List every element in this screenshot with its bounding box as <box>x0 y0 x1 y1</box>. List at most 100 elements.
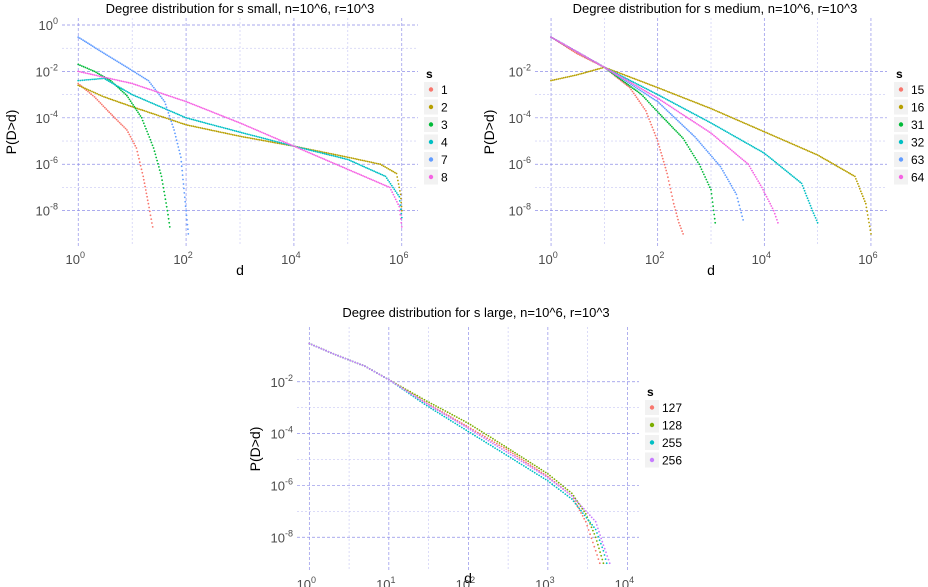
data-point <box>145 87 148 90</box>
data-point <box>321 152 324 155</box>
data-point <box>602 549 605 552</box>
data-point <box>611 71 614 73</box>
data-point <box>454 422 457 425</box>
data-point <box>167 118 170 120</box>
data-point <box>250 127 253 129</box>
data-point <box>284 141 287 144</box>
data-point <box>441 414 443 417</box>
data-point <box>814 217 817 219</box>
data-point <box>694 121 697 124</box>
data-point <box>672 102 675 105</box>
data-point <box>109 112 112 115</box>
data-point <box>713 217 716 220</box>
data-point <box>630 76 632 79</box>
data-point <box>269 141 272 143</box>
data-point <box>594 68 597 71</box>
data-point <box>372 161 374 164</box>
data-point <box>350 157 353 159</box>
data-point <box>104 96 107 99</box>
data-point <box>360 174 363 177</box>
data-point <box>309 152 312 155</box>
data-point <box>258 139 261 141</box>
data-point <box>722 169 724 172</box>
data-point <box>358 163 361 166</box>
legend-key <box>898 122 904 127</box>
data-point <box>329 154 331 157</box>
data-point <box>400 201 403 204</box>
data-point <box>120 123 122 125</box>
data-point <box>667 104 670 107</box>
data-point <box>492 437 494 440</box>
data-point <box>173 111 176 114</box>
data-point <box>855 178 857 180</box>
data-point <box>670 92 672 94</box>
y-tick-label: 10-2 <box>271 373 293 390</box>
data-point <box>242 136 245 138</box>
data-point <box>816 221 819 224</box>
data-point <box>682 233 684 235</box>
data-point <box>661 157 664 160</box>
data-point <box>753 126 756 129</box>
data-point <box>645 90 648 93</box>
data-point <box>185 214 188 217</box>
legend-key <box>428 157 434 162</box>
data-point <box>293 145 295 148</box>
data-point <box>761 186 763 189</box>
data-point <box>96 92 98 95</box>
data-point <box>409 390 412 393</box>
data-point <box>312 150 315 153</box>
data-point <box>318 156 321 159</box>
data-point <box>377 163 380 165</box>
data-point <box>218 114 221 116</box>
data-point <box>556 39 559 42</box>
data-point <box>666 121 669 124</box>
data-point <box>593 533 596 535</box>
data-point <box>291 144 294 147</box>
data-point <box>729 133 732 135</box>
legend-item-64: 64 <box>911 171 925 185</box>
data-point <box>387 185 389 188</box>
data-point <box>115 118 118 121</box>
data-point <box>439 410 441 413</box>
data-point <box>578 54 581 56</box>
data-point <box>212 111 214 114</box>
data-point <box>703 173 705 176</box>
data-point <box>627 80 630 83</box>
data-point <box>332 153 335 156</box>
data-point <box>656 140 659 142</box>
data-point <box>728 180 730 183</box>
data-point <box>518 459 521 461</box>
data-point <box>670 191 673 194</box>
data-point <box>809 204 812 207</box>
data-point <box>634 94 637 97</box>
data-point <box>298 147 300 150</box>
data-point <box>686 143 688 146</box>
data-point <box>476 436 479 438</box>
data-point <box>247 125 250 128</box>
data-point <box>710 188 712 191</box>
data-point <box>302 147 304 150</box>
data-point <box>568 493 571 495</box>
data-point <box>432 403 435 406</box>
data-point <box>138 108 141 110</box>
data-point <box>656 97 659 100</box>
data-point <box>697 124 700 126</box>
data-point <box>114 117 116 120</box>
data-point <box>582 72 585 74</box>
data-point <box>769 157 772 159</box>
data-point <box>338 154 340 157</box>
data-point <box>368 168 370 170</box>
data-point <box>134 71 137 74</box>
data-point <box>487 435 490 437</box>
data-point <box>770 205 773 207</box>
data-point <box>346 158 349 161</box>
data-point <box>483 437 485 439</box>
data-point <box>635 78 637 81</box>
data-point <box>151 144 154 147</box>
data-point <box>371 169 374 172</box>
data-point <box>540 475 543 478</box>
data-point <box>811 151 814 154</box>
series-4 <box>77 77 403 219</box>
data-point <box>509 453 512 456</box>
data-point <box>705 149 708 152</box>
